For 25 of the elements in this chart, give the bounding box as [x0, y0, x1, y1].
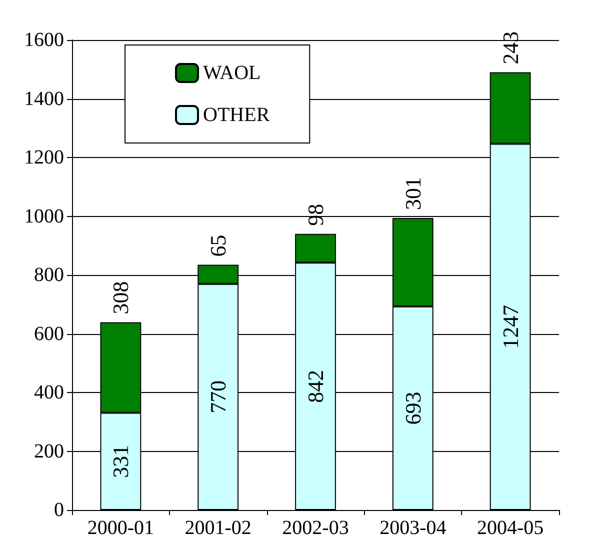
- data-label: 1247: [498, 304, 523, 349]
- y-tick-label: 1600: [24, 29, 64, 51]
- y-tick-label: 1200: [24, 146, 64, 168]
- x-tick-label: 2001-02: [184, 517, 252, 539]
- x-tick-label: 2004-05: [476, 517, 544, 539]
- data-label: 65: [206, 234, 231, 257]
- data-label: 301: [400, 177, 426, 210]
- y-tick-label: 600: [34, 322, 64, 345]
- data-label: 331: [108, 444, 134, 478]
- y-tick-label: 0: [54, 499, 64, 521]
- x-tick-label: 2003-04: [380, 517, 446, 539]
- data-label: 770: [206, 380, 231, 414]
- legend-label: WAOL: [203, 62, 261, 84]
- y-tick-label: 800: [34, 264, 64, 286]
- legend-label: OTHER: [203, 104, 270, 126]
- x-tick-label: 2000-01: [87, 517, 154, 539]
- y-tick-label: 200: [34, 440, 64, 462]
- y-tick-label: 1400: [24, 88, 64, 110]
- x-tick-label: 2002-03: [282, 517, 349, 539]
- y-tick-label: 400: [34, 382, 64, 404]
- data-label: 243: [498, 31, 523, 64]
- data-label: 842: [303, 370, 328, 403]
- y-tick-label: 1000: [24, 205, 64, 228]
- data-label: 693: [400, 392, 426, 425]
- data-label: 308: [108, 281, 134, 314]
